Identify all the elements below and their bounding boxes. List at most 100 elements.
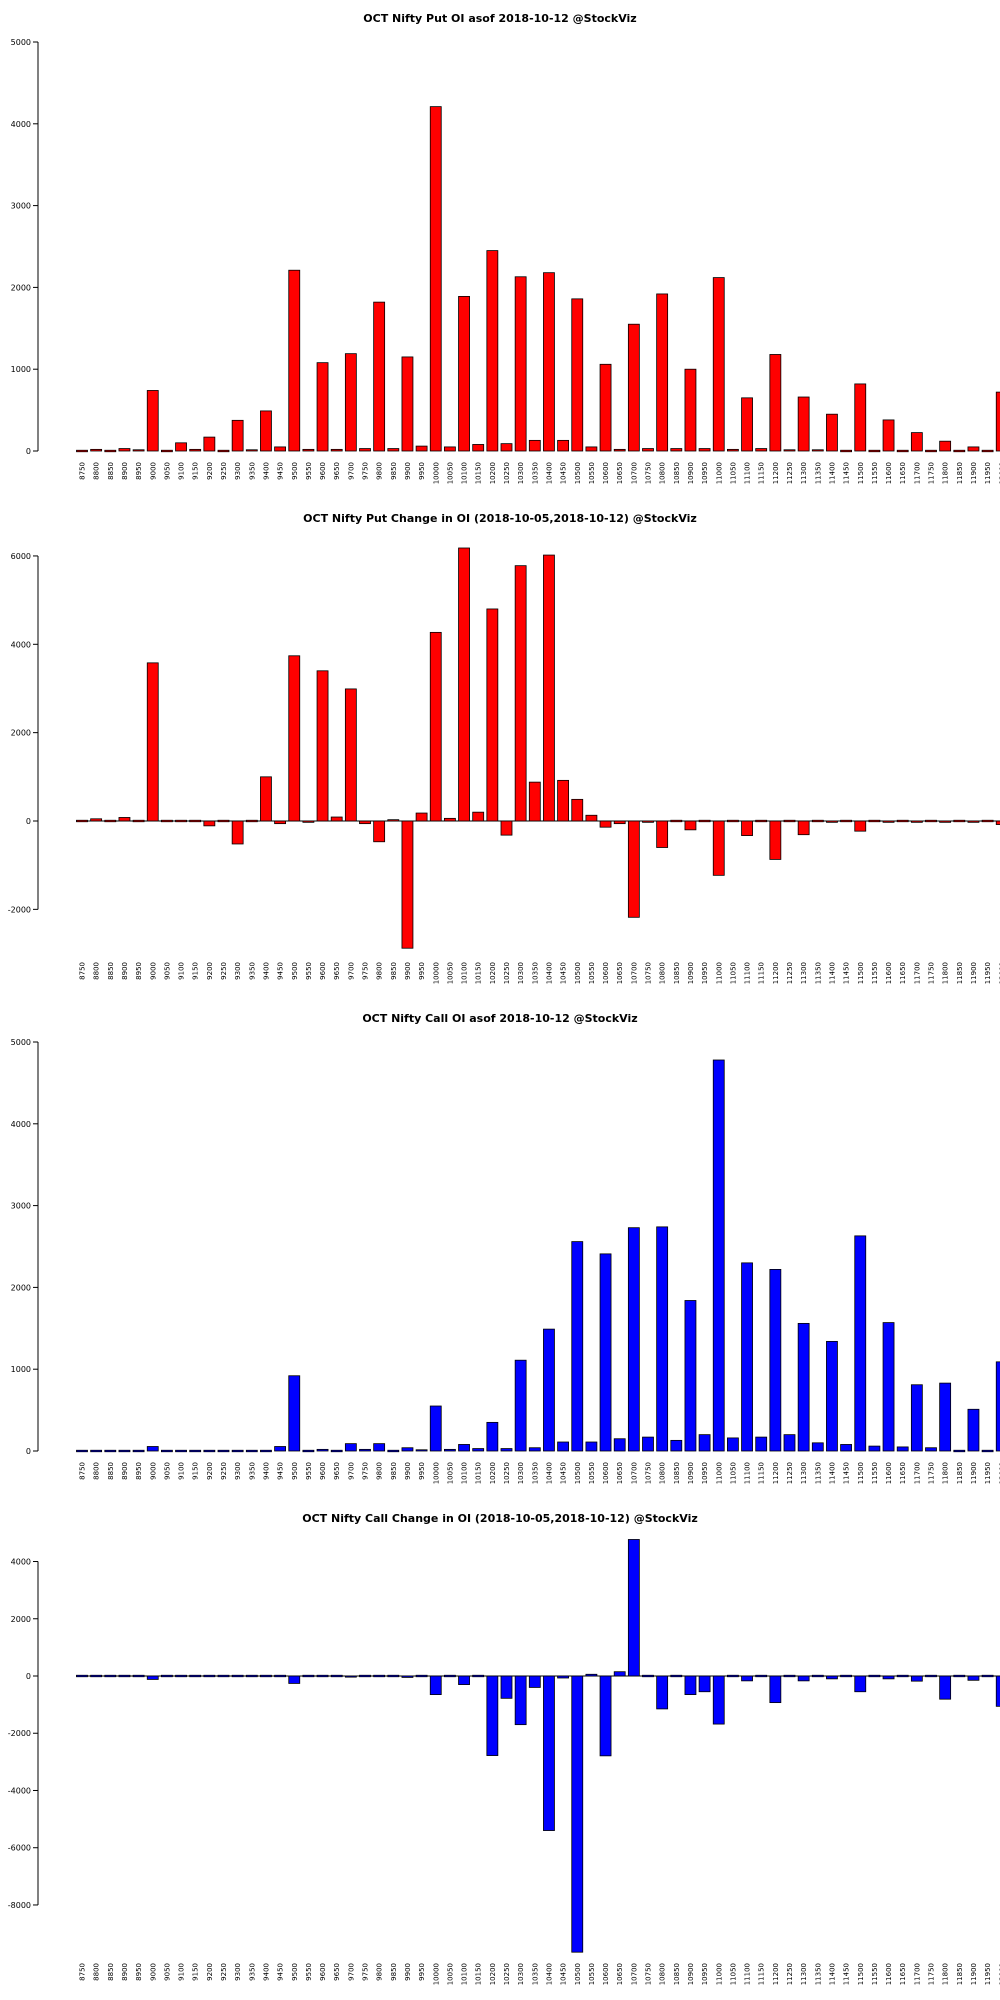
bar-11250 xyxy=(783,449,796,452)
bar-10850 xyxy=(670,1674,683,1678)
x-tick-label: 9050 xyxy=(163,1963,171,1981)
bar-9350 xyxy=(245,449,258,452)
y-tick-label: 1000 xyxy=(11,365,31,374)
bar-10650 xyxy=(613,448,626,452)
x-tick-label: 11850 xyxy=(956,962,964,984)
x-tick-label: 9650 xyxy=(333,1963,341,1981)
bar-10600 xyxy=(599,1675,612,1757)
x-tick-label: 11250 xyxy=(786,462,794,484)
bar-11100 xyxy=(741,397,753,452)
bar-11650 xyxy=(896,449,909,453)
x-tick-label: 9950 xyxy=(418,962,426,980)
bar-11450 xyxy=(840,449,852,453)
x-tick-label: 9500 xyxy=(291,1462,299,1480)
bar-8800 xyxy=(90,818,103,822)
x-tick-label: 11350 xyxy=(814,1462,822,1484)
x-tick-label: 8800 xyxy=(93,1963,101,1981)
bar-8900 xyxy=(118,1449,131,1453)
bar-11300 xyxy=(797,820,810,836)
bar-10250 xyxy=(500,443,513,452)
x-tick-label: 10350 xyxy=(531,962,539,984)
bar-11950 xyxy=(981,819,994,823)
x-tick-label: 9700 xyxy=(347,1462,355,1480)
x-tick-label: 9600 xyxy=(319,1462,327,1480)
x-tick-label: 10850 xyxy=(673,462,681,484)
x-tick-label: 10800 xyxy=(659,1462,667,1484)
y-tick-label: 4000 xyxy=(11,640,31,649)
bar-11700 xyxy=(910,1675,923,1682)
x-tick-label: 10700 xyxy=(630,462,638,484)
bar-10350 xyxy=(528,1447,541,1452)
y-tick-label: -6000 xyxy=(8,1844,31,1853)
bar-8950 xyxy=(132,1449,145,1453)
bar-11100 xyxy=(741,1262,753,1452)
bar-11350 xyxy=(811,819,824,823)
x-tick-label: 9500 xyxy=(291,462,299,480)
x-tick-label: 11750 xyxy=(928,462,936,484)
x-tick-label: 11700 xyxy=(913,962,921,984)
x-tick-label: 10900 xyxy=(687,1963,695,1985)
bar-9750 xyxy=(359,1674,371,1678)
x-tick-label: 10000 xyxy=(432,962,440,984)
x-tick-label: 11600 xyxy=(885,1462,893,1484)
bar-11150 xyxy=(755,1674,768,1678)
x-tick-label: 11650 xyxy=(899,462,907,484)
y-tick-label: 2000 xyxy=(11,1283,31,1292)
bar-10350 xyxy=(528,1675,541,1688)
x-tick-label: 9400 xyxy=(262,462,270,480)
bar-10650 xyxy=(613,1438,626,1452)
x-tick-label: 9950 xyxy=(418,1462,426,1480)
x-tick-label: 9500 xyxy=(291,1963,299,1981)
x-tick-label: 9550 xyxy=(305,462,313,480)
x-tick-label: 11550 xyxy=(871,1462,879,1484)
bar-9950 xyxy=(415,812,428,822)
x-tick-label: 11850 xyxy=(956,1963,964,1985)
bar-9800 xyxy=(373,820,386,843)
bar-10000 xyxy=(429,1675,442,1696)
bar-10250 xyxy=(500,820,513,836)
bar-9600 xyxy=(316,1448,329,1452)
x-tick-label: 10450 xyxy=(560,462,568,484)
x-tick-label: 9000 xyxy=(149,962,157,980)
bar-8850 xyxy=(104,1449,117,1453)
bar-9100 xyxy=(175,1674,187,1678)
x-tick-label: 10000 xyxy=(432,1963,440,1985)
bar-11550 xyxy=(868,1445,881,1452)
x-tick-label: 11450 xyxy=(843,1963,851,1985)
bar-10000 xyxy=(429,106,442,452)
x-tick-label: 9450 xyxy=(277,462,285,480)
bar-10100 xyxy=(458,1675,470,1685)
x-tick-label: 8750 xyxy=(79,1462,87,1480)
x-tick-label: 10750 xyxy=(645,1963,653,1985)
bar-8850 xyxy=(104,449,117,453)
x-tick-label: 10300 xyxy=(517,462,525,484)
x-tick-label: 10550 xyxy=(588,1462,596,1484)
bar-9400 xyxy=(260,776,272,822)
bar-10400 xyxy=(543,272,555,452)
bar-10750 xyxy=(642,1674,654,1678)
x-tick-label: 9750 xyxy=(362,1462,370,1480)
x-tick-label: 9600 xyxy=(319,962,327,980)
bar-12000 xyxy=(995,1361,1000,1452)
x-tick-label: 9850 xyxy=(390,1963,398,1981)
x-tick-label: 11750 xyxy=(928,1462,936,1484)
x-tick-label: 10950 xyxy=(701,962,709,984)
bar-9900 xyxy=(401,820,414,949)
bar-8750 xyxy=(76,819,88,823)
bar-9700 xyxy=(344,1443,357,1452)
x-tick-label: 9400 xyxy=(262,962,270,980)
x-tick-label: 11150 xyxy=(758,462,766,484)
x-tick-label: 10350 xyxy=(531,1462,539,1484)
bar-9050 xyxy=(160,819,173,823)
bar-9500 xyxy=(288,1375,301,1452)
x-tick-label: 11400 xyxy=(828,962,836,984)
bar-11550 xyxy=(868,449,881,453)
bar-10150 xyxy=(472,1448,485,1452)
x-tick-label: 10650 xyxy=(616,462,624,484)
x-tick-label: 11150 xyxy=(758,962,766,984)
x-tick-label: 11400 xyxy=(828,462,836,484)
x-tick-label: 11500 xyxy=(857,1462,865,1484)
bar-9850 xyxy=(387,1674,400,1678)
y-tick-label: 4000 xyxy=(11,120,31,129)
x-tick-label: 10700 xyxy=(630,1462,638,1484)
